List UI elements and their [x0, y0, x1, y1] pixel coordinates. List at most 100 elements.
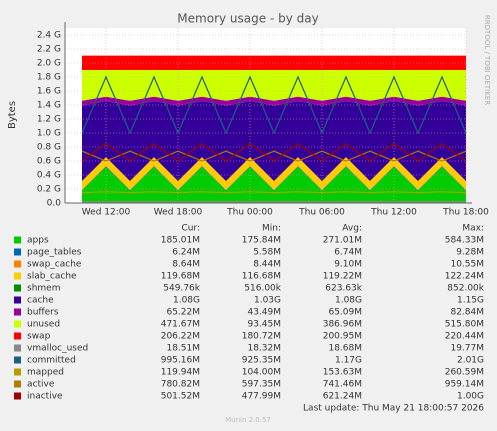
legend-stat: 19.77M: [450, 344, 484, 354]
y-tick-label: 1.6 G: [37, 87, 61, 97]
legend-label: cache: [27, 296, 54, 306]
y-tick-label: 2.2 G: [37, 45, 61, 55]
legend-stat: 741.46M: [323, 380, 362, 390]
legend-swatch: [14, 344, 21, 352]
y-tick-label: 0.8 G: [37, 143, 61, 153]
legend-stat: 1.17G: [335, 356, 362, 366]
legend-stat: 621.24M: [323, 392, 362, 402]
x-tick-label: Wed 18:00: [154, 208, 203, 218]
legend-stat: 82.84M: [450, 308, 484, 318]
x-tick-label: Thu 00:00: [226, 208, 273, 218]
y-axis-label: Bytes: [7, 101, 18, 129]
legend-swatch: [14, 332, 21, 340]
legend-stat: 153.63M: [323, 368, 362, 378]
legend-stat: 9.28M: [456, 248, 484, 258]
y-tick-label: 1.0 G: [37, 129, 61, 139]
x-tick-label: Wed 12:00: [82, 208, 131, 218]
legend-stat: 18.32M: [247, 344, 281, 354]
legend-stat: 5.58M: [253, 248, 281, 258]
legend-stat: 386.96M: [323, 320, 362, 330]
legend-label: swap_cache: [27, 260, 82, 270]
y-tick-label: 1.8 G: [37, 73, 61, 83]
legend-stat: 260.59M: [445, 368, 484, 378]
legend-stat: 8.64M: [172, 260, 200, 270]
legend-label: slab_cache: [27, 272, 77, 282]
x-tick-label: Thu 06:00: [298, 208, 345, 218]
legend-stat: 119.94M: [161, 368, 200, 378]
y-tick-label: 0.0: [47, 199, 62, 209]
line: [81, 150, 467, 162]
legend-stat: 93.45M: [247, 320, 281, 330]
legend-label: inactive: [27, 392, 63, 402]
line: [81, 75, 467, 135]
legend-swatch: [14, 392, 21, 400]
line: [81, 142, 467, 162]
legend-swatch: [14, 272, 21, 280]
y-tick-label: 2.4 G: [37, 31, 61, 41]
legend-stat: 549.76k: [163, 284, 200, 294]
legend-header: Min:: [262, 224, 281, 234]
legend-stat: 271.01M: [323, 236, 362, 246]
legend-stat: 1.03G: [254, 296, 281, 306]
area: [82, 69, 466, 101]
legend-label: swap: [27, 332, 51, 342]
legend-swatch: [14, 284, 21, 292]
legend-swatch: [14, 356, 21, 364]
y-tick-label: 2.0 G: [37, 59, 61, 69]
legend-label: shmem: [27, 284, 60, 294]
y-tick-label: 0.6 G: [37, 157, 61, 167]
y-tick-label: 0.4 G: [37, 171, 61, 181]
legend-stat: 623.63k: [325, 284, 362, 294]
legend-stat: 515.80M: [445, 320, 484, 330]
legend-label: vmalloc_used: [27, 344, 88, 354]
legend-swatch: [14, 308, 21, 316]
legend-stat: 1.15G: [457, 296, 484, 306]
legend-stat: 180.72M: [242, 332, 281, 342]
legend-label: mapped: [27, 368, 64, 378]
legend-stat: 1.08G: [335, 296, 362, 306]
legend-stat: 185.01M: [161, 236, 200, 246]
chart-title: Memory usage - by day: [177, 12, 318, 26]
legend-swatch: [14, 320, 21, 328]
legend-label: active: [27, 380, 55, 390]
legend-swatch: [14, 248, 21, 256]
legend-swatch: [14, 380, 21, 388]
legend-swatch: [14, 296, 21, 304]
legend-stat: 18.51M: [166, 344, 200, 354]
legend-stat: 2.01G: [457, 356, 484, 366]
area: [82, 55, 466, 70]
y-tick-label: 1.4 G: [37, 101, 61, 111]
legend-stat: 584.33M: [445, 236, 484, 246]
legend-stat: 477.99M: [242, 392, 281, 402]
legend-stat: 516.00k: [244, 284, 281, 294]
legend-stat: 206.22M: [161, 332, 200, 342]
legend-header: Avg:: [342, 224, 362, 234]
legend-label: committed: [27, 356, 76, 366]
x-tick-label: Thu 18:00: [442, 208, 489, 218]
legend-stat: 852.00k: [447, 284, 484, 294]
legend-header: Max:: [462, 224, 484, 234]
legend-stat: 925.35M: [242, 356, 281, 366]
last-update: Last update: Thu May 21 18:00:57 2026: [303, 404, 484, 414]
legend-stat: 116.68M: [242, 272, 281, 282]
line: [81, 191, 467, 194]
legend-stat: 6.74M: [334, 248, 362, 258]
legend-stat: 119.22M: [323, 272, 362, 282]
legend-label: unused: [27, 320, 60, 330]
y-tick-label: 0.2 G: [37, 185, 61, 195]
legend-stat: 104.00M: [242, 368, 281, 378]
legend-stat: 959.14M: [445, 380, 484, 390]
legend-stat: 1.08G: [173, 296, 200, 306]
legend-stat: 119.68M: [161, 272, 200, 282]
legend-stat: 220.44M: [445, 332, 484, 342]
legend-stat: 122.24M: [445, 272, 484, 282]
legend-stat: 175.84M: [242, 236, 281, 246]
y-tick-label: 1.2 G: [37, 115, 61, 125]
legend-stat: 9.10M: [334, 260, 362, 270]
legend-stat: 18.68M: [328, 344, 362, 354]
legend-stat: 65.09M: [328, 308, 362, 318]
legend-stat: 6.24M: [172, 248, 200, 258]
legend-stat: 10.55M: [450, 260, 484, 270]
legend-stat: 780.82M: [161, 380, 200, 390]
legend-stat: 995.16M: [161, 356, 200, 366]
